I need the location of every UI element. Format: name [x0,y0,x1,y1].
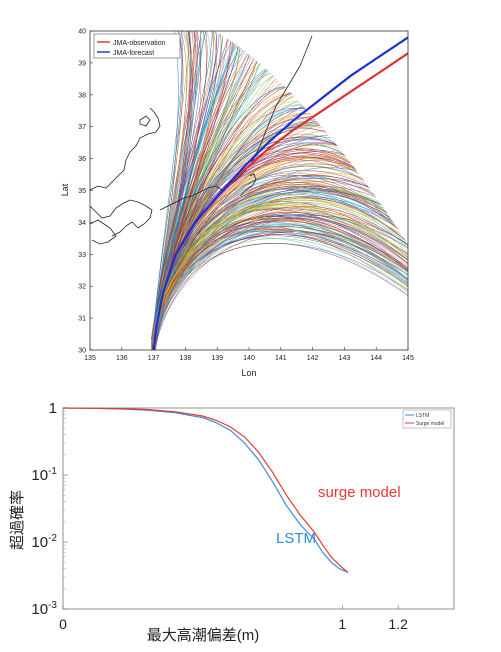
bottom-x-tick-label: 1 [338,616,346,632]
bottom-x-tick-label: 0 [59,616,67,632]
top-y-tick-label: 35 [78,188,86,195]
top-x-tick-label: 145 [402,355,414,362]
top-y-ticks: 30 31 32 33 34 35 36 37 38 39 40 [78,29,93,355]
track-ensemble-chart: 135 136 137 138 139 140 141 142 143 144 145 30 31 32… [60,29,414,379]
top-y-tick-label: 38 [78,92,86,99]
top-y-tick-label: 33 [78,252,86,259]
coastline-boso [239,173,257,197]
coastline-west [90,107,161,191]
top-x-tick-label: 143 [339,355,351,362]
top-y-tick-label: 40 [78,29,86,36]
top-y-tick-label: 32 [78,284,86,291]
ensemble-track [155,93,293,348]
ensemble-track [155,225,408,340]
ensemble-track [154,208,408,346]
top-x-tick-label: 137 [148,355,160,362]
bottom-y-tick-label: 10-3 [31,600,57,618]
ensemble-track [151,218,408,350]
bottom-y-minor-ticks [63,410,66,590]
bottom-legend: LSTM Surge model [402,409,452,429]
top-x-tick-label: 142 [307,355,319,362]
bottom-y-axis-label: 超過確率 [9,490,26,550]
series-jma-forecast [152,36,408,350]
top-y-tick-label: 37 [78,124,86,131]
ensemble-track [154,179,393,342]
legend-label-observation: JMA-observation [113,40,166,47]
annotation-surge-model: surge model [318,484,401,501]
ensemble-track [154,103,302,344]
top-x-tick-label: 144 [370,355,382,362]
series-surge-model [62,407,349,573]
bottom-legend-box [402,409,452,429]
annotation-lstm: LSTM [276,530,316,547]
ensemble-track [155,223,408,346]
top-x-tick-label: 141 [275,355,287,362]
top-legend-box [93,33,181,59]
ensemble-track [151,76,275,350]
top-y-tick-label: 36 [78,156,86,163]
top-x-tick-label: 138 [180,355,192,362]
top-x-axis-label: Lon [241,368,256,378]
ensemble-track [155,231,408,349]
ensemble-track [151,46,239,346]
exceedance-probability-chart: 0 1 1.2 110-110-210-3 最大高潮偏差(m) 超過確率 surge… [9,400,455,644]
bottom-y-ticks: 1 10-1 10-2 10-3 [31,400,68,618]
coastline-sado [139,115,151,127]
ensemble-track [151,31,197,347]
ensemble-track [151,242,408,349]
bottom-plot-frame [62,407,455,610]
bottom-plot-area [63,408,454,609]
bottom-y-tick-label: 10-2 [31,533,57,551]
ensemble-track [151,31,183,345]
top-y-tick-label: 30 [78,348,86,355]
bottom-x-axis-label: 最大高潮偏差(m) [147,627,260,644]
coastline-shikoku [90,219,117,245]
legend-label-lstm: LSTM [416,413,429,419]
bottom-x-tick-label: 1.2 [388,616,408,632]
top-x-tick-label: 135 [84,355,96,362]
bottom-series [62,407,349,574]
legend-label-forecast: JMA-forecast [113,50,154,57]
top-y-tick-label: 31 [78,316,86,323]
coastline-kii [90,199,153,237]
bottom-y-tick-label: 1 [49,400,57,417]
top-x-tick-label: 140 [243,355,255,362]
top-y-axis-label: Lat [60,183,70,196]
top-legend: JMA-observation JMA-forecast [93,33,181,59]
bottom-y-tick-label: 10-1 [31,466,57,484]
top-x-ticks: 135 136 137 138 139 140 141 142 143 144 145 [84,347,414,362]
top-x-tick-label: 136 [116,355,128,362]
top-y-tick-label: 39 [78,60,86,67]
top-x-tick-label: 139 [211,355,223,362]
bottom-x-ticks: 0 1 1.2 [59,605,408,632]
top-y-tick-label: 34 [78,220,86,227]
legend-label-surge-model: Surge model [416,421,444,427]
